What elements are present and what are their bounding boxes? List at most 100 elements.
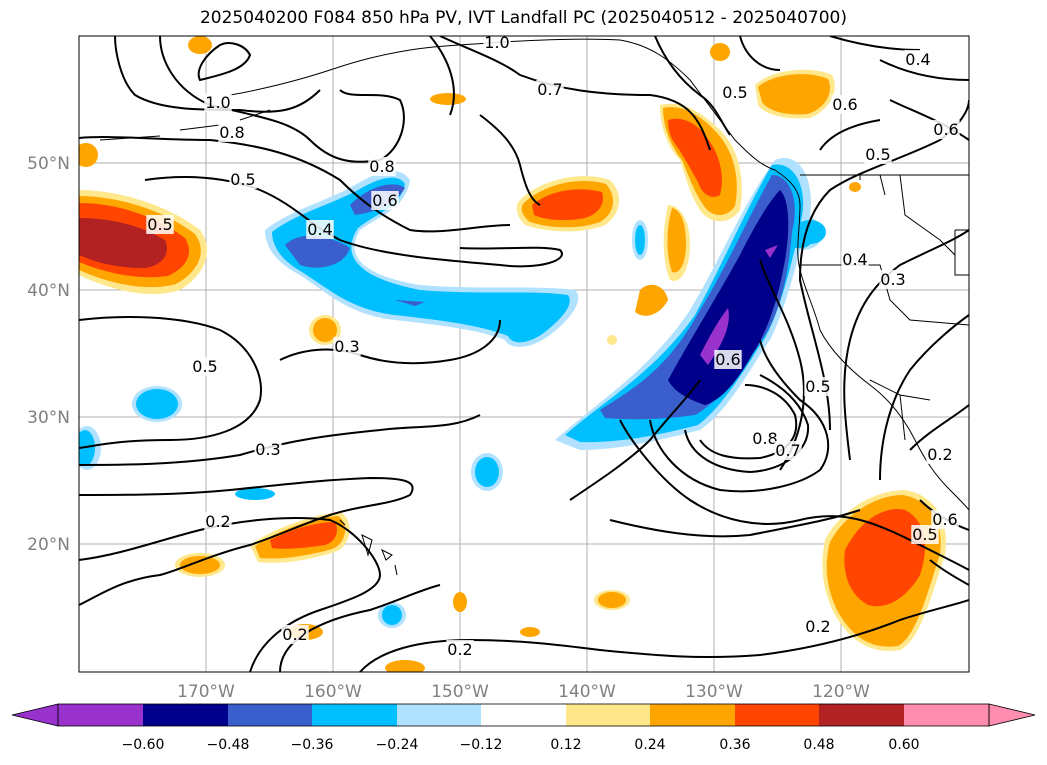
contour-label-bg: [306, 220, 334, 239]
lon-label: 140°W: [558, 682, 616, 702]
lat-label: 50°N: [27, 154, 70, 174]
negative-blobs: [79, 220, 826, 628]
negative-ar-band: [555, 158, 823, 450]
lon-label: 170°W: [177, 682, 235, 702]
contour-label-bg: [911, 525, 939, 544]
contour-label: 0.6: [832, 95, 857, 114]
colorbar-tick: −0.36: [291, 737, 334, 753]
lat-label: 20°N: [27, 535, 70, 555]
contour-label: 0.6: [932, 510, 957, 529]
colorbar-tick: −0.12: [460, 737, 503, 753]
contour-label: 0.4: [307, 220, 332, 239]
contour-label-bg: [281, 625, 309, 644]
contour-label-bg: [368, 157, 396, 176]
contour-label-bg: [751, 429, 779, 448]
colorbar-tick: −0.24: [376, 737, 419, 753]
contour-label-bg: [774, 441, 802, 460]
colorbar-tick: 0.12: [550, 737, 581, 753]
contour-label: 0.6: [372, 191, 397, 210]
colorbar-segment: [904, 704, 989, 726]
contour-label-bg: [841, 250, 869, 269]
colorbar-tick: 0.60: [888, 737, 919, 753]
contour-label-bg: [333, 337, 361, 356]
map-border: [78, 35, 970, 673]
contour-label: 0.8: [219, 123, 244, 142]
colorbar: [11, 703, 1036, 727]
contour-label: 1.0: [484, 33, 509, 52]
colorbar-tick: −0.60: [122, 737, 165, 753]
contour-label: 0.6: [933, 120, 958, 139]
contour-label: 0.3: [255, 440, 280, 459]
contour-label: 0.2: [805, 617, 830, 636]
contour-label: 0.6: [715, 350, 740, 369]
colorbar-segment: [481, 704, 566, 726]
contour-label: 0.5: [192, 357, 217, 376]
contour-label-bg: [804, 617, 832, 636]
contour-label-bg: [926, 445, 954, 464]
contour-label-bg: [804, 377, 832, 396]
lon-label: 130°W: [685, 682, 743, 702]
colorbar-segment: [650, 704, 735, 726]
colorbar-segment: [312, 704, 397, 726]
contour-label: 0.2: [927, 445, 952, 464]
contour-label-bg: [229, 170, 257, 189]
contour-label-bg: [714, 350, 742, 369]
contour-label: 0.7: [775, 441, 800, 460]
colorbar-segment: [566, 704, 650, 726]
colorbar-segment: [143, 704, 228, 726]
contour-label-bg: [864, 145, 892, 164]
contour-label-bg: [146, 215, 174, 234]
contour-label: 0.3: [880, 270, 905, 289]
contour-label: 0.5: [147, 215, 172, 234]
contour-label-bg: [904, 50, 932, 69]
latitude-labels: 50°N 40°N 30°N 20°N: [27, 154, 70, 555]
contour-label: 0.5: [865, 145, 890, 164]
map-title: 2025040200 F084 850 hPa PV, IVT Landfall…: [199, 8, 847, 28]
colorbar-tick: 0.36: [719, 737, 750, 753]
colorbar-tick: −0.48: [207, 737, 250, 753]
lon-label: 150°W: [431, 682, 489, 702]
contour-label: 0.3: [334, 337, 359, 356]
contour-label: 0.4: [842, 250, 867, 269]
lat-label: 40°N: [27, 281, 70, 301]
contour-label: 0.5: [722, 83, 747, 102]
contour-label: 0.8: [369, 157, 394, 176]
contour-label: 0.2: [282, 625, 307, 644]
contour-label-bg: [879, 270, 907, 289]
colorbar-segment: [819, 704, 904, 726]
colorbar-arrow-left: [11, 703, 59, 727]
contour-label: 0.2: [205, 512, 230, 531]
colorbar-segment: [58, 704, 143, 726]
contour-label-bg: [721, 83, 749, 102]
colorbar-tick: 0.48: [803, 737, 834, 753]
contour-label-bg: [536, 80, 564, 99]
contour-label-bg: [204, 93, 232, 112]
contour-label-bg: [191, 357, 219, 376]
colorbar-segment: [735, 704, 819, 726]
contour-label: 0.4: [905, 50, 930, 69]
colorbar-segment: [397, 704, 481, 726]
colorbar-segment: [228, 704, 312, 726]
contour-label-bg: [446, 640, 474, 659]
contour-label-bg: [932, 120, 960, 139]
contour-label: 0.5: [230, 170, 255, 189]
contour-label: 0.8: [752, 429, 777, 448]
contour-label: 0.5: [805, 377, 830, 396]
lat-label: 30°N: [27, 408, 70, 428]
colorbar-arrow-right: [988, 703, 1036, 727]
contour-label-bg: [218, 123, 246, 142]
contour-label: 0.2: [447, 640, 472, 659]
contour-label: 1.0: [205, 93, 230, 112]
longitude-labels: 170°W 160°W 150°W 140°W 130°W 120°W: [177, 682, 870, 702]
contour-label-bg: [483, 33, 511, 52]
contour-label-bg: [371, 191, 399, 210]
colorbar-border: [57, 703, 990, 727]
lon-label: 160°W: [304, 682, 362, 702]
contour-label-bg: [254, 440, 282, 459]
colorbar-tick: 0.24: [634, 737, 665, 753]
contour-label: 0.7: [537, 80, 562, 99]
colorbar-ticks: −0.60 −0.48 −0.36 −0.24 −0.12 0.12 0.24 …: [122, 737, 920, 753]
contour-label-bg: [931, 510, 959, 529]
contour-labels: 1.0 1.0 0.8 0.7 0.5 0.4 0.6 0.6 0.5 0.5 …: [146, 33, 960, 659]
